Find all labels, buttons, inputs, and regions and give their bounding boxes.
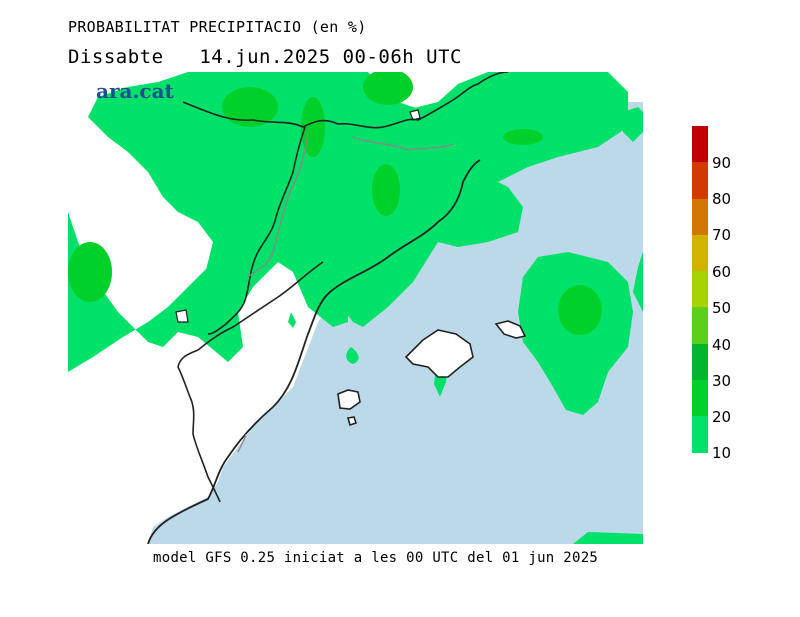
- color-legend: [692, 126, 708, 453]
- prob-10-area: [288, 312, 296, 328]
- legend-label: 30: [712, 372, 732, 390]
- coastline-west: [177, 261, 324, 503]
- legend-swatch: [692, 162, 708, 199]
- prob-20-patches: [68, 72, 602, 335]
- coastline: [147, 159, 481, 544]
- prob-20-patch: [222, 87, 278, 127]
- legend-label: 20: [712, 408, 732, 426]
- legend-swatch: [692, 380, 708, 417]
- legend-label: 10: [712, 444, 732, 462]
- prob-10-area: [88, 72, 523, 352]
- ara-cat-logo: ara.cat: [96, 79, 174, 103]
- legend-swatch: [692, 343, 708, 381]
- legend-swatch: [692, 198, 708, 235]
- island-formentera: [346, 416, 358, 427]
- legend-label: 40: [712, 336, 732, 354]
- map-subtitle: Dissabte 14.jun.2025 00-06h UTC: [68, 46, 462, 68]
- island-menorca: [494, 320, 527, 339]
- island-ibiza: [337, 389, 361, 410]
- prob-10-area: [346, 347, 359, 364]
- legend-swatch: [692, 234, 708, 272]
- prob-10-area: [633, 252, 643, 312]
- precipitation-map: [68, 72, 643, 544]
- legend-label: 80: [712, 190, 732, 208]
- island-small: [409, 109, 421, 121]
- prob-20-patch: [558, 285, 602, 335]
- island-mallorca: [404, 329, 474, 378]
- legend-label: 70: [712, 226, 732, 244]
- island-small: [175, 309, 189, 323]
- legend-swatch: [692, 416, 708, 453]
- prob-20-patch: [372, 164, 400, 216]
- prob-10-area: [623, 107, 643, 142]
- prob-20-patch: [363, 72, 413, 105]
- legend-swatch: [692, 307, 708, 344]
- prob-10-area: [573, 532, 643, 544]
- legend-label: 60: [712, 263, 732, 281]
- legend-swatch: [692, 126, 708, 163]
- legend-swatch: [692, 271, 708, 308]
- legend-labels: 90 80 70 60 50 40 30 20 10: [712, 126, 752, 462]
- borders: [182, 72, 509, 335]
- legend-label: 90: [712, 154, 732, 172]
- regional-borders: [237, 131, 454, 453]
- map-title: PROBABILITAT PRECIPITACIO (en %): [68, 18, 367, 36]
- model-info-footer: model GFS 0.25 iniciat a les 00 UTC del …: [153, 550, 599, 566]
- prob-20-patch: [68, 242, 112, 302]
- prob-20-patch: [503, 129, 543, 145]
- legend-label: 50: [712, 299, 732, 317]
